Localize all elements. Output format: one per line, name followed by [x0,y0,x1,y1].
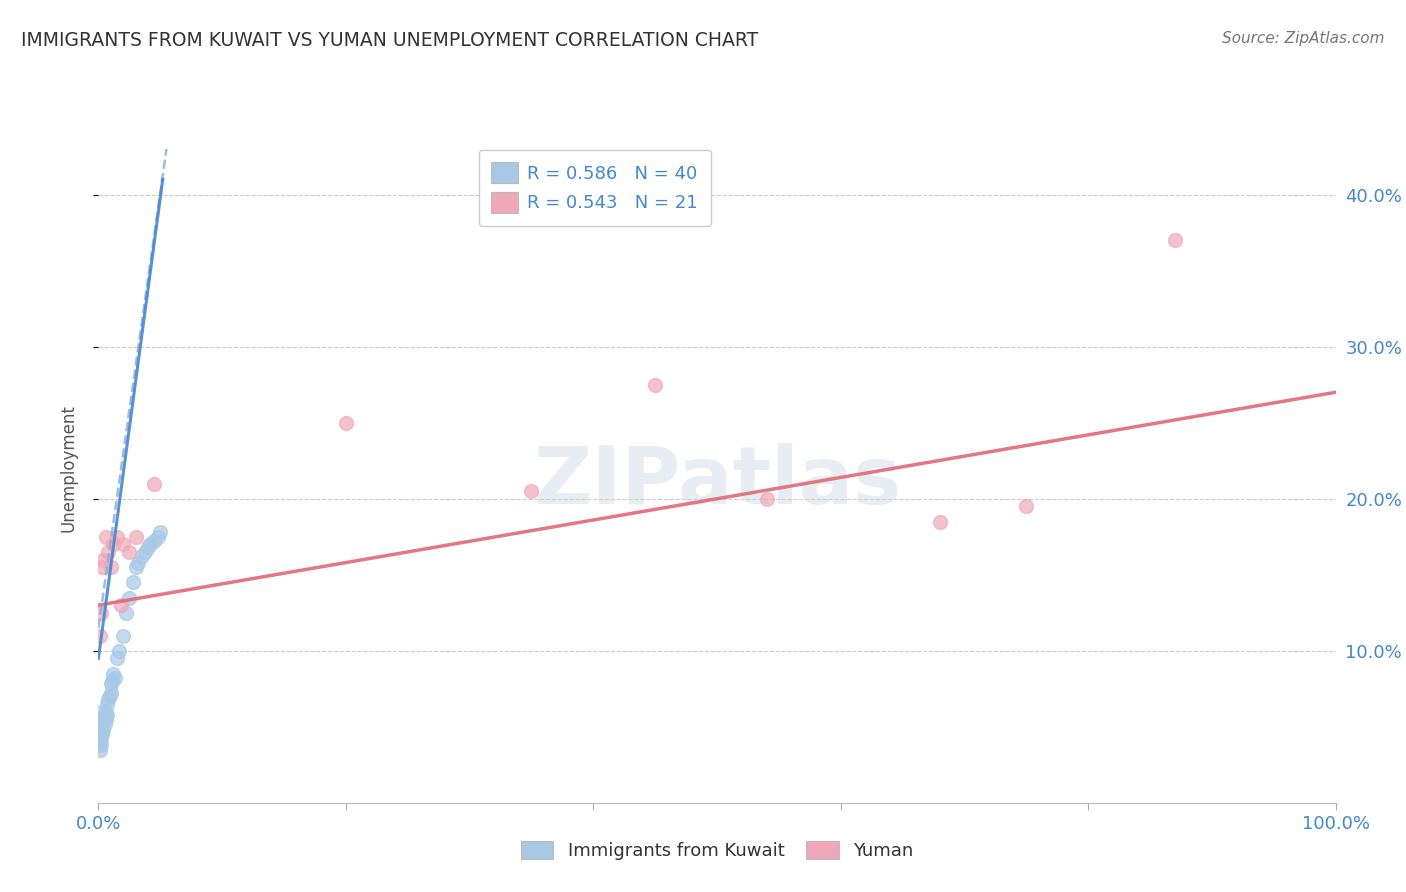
Point [139,537,162,551]
Point [97,545,120,559]
Point [112,628,135,642]
Text: IMMIGRANTS FROM KUWAIT VS YUMAN UNEMPLOYMENT CORRELATION CHART: IMMIGRANTS FROM KUWAIT VS YUMAN UNEMPLOY… [21,31,758,50]
Point [100,560,122,574]
Point [143,476,166,491]
Point [93,707,115,722]
Point [124,560,146,574]
Point [644,377,666,392]
Point [89,628,111,642]
Point [755,491,778,506]
Point [91,720,114,734]
Point [89,742,111,756]
Point [94,530,117,544]
Point [93,716,115,731]
Point [335,416,357,430]
Point [103,671,125,685]
Text: ZIPatlas: ZIPatlas [533,442,901,521]
Point [146,530,169,544]
Point [93,712,115,726]
Point [100,686,122,700]
Point [105,530,128,544]
Legend: Immigrants from Kuwait, Yuman: Immigrants from Kuwait, Yuman [513,833,921,867]
Point [103,666,125,681]
Point [94,712,117,726]
Point [90,738,112,752]
Point [93,552,115,566]
Point [1015,500,1038,514]
Point [91,727,114,741]
Point [96,697,118,711]
Point [520,484,543,499]
Point [108,644,131,658]
Text: Source: ZipAtlas.com: Source: ZipAtlas.com [1222,31,1385,46]
Point [110,598,132,612]
Point [90,731,112,746]
Point [98,690,121,704]
Point [91,560,114,574]
Point [90,720,112,734]
Point [122,575,145,590]
Point [143,534,166,549]
Point [103,537,125,551]
Point [89,735,111,749]
Point [131,549,153,564]
Point [124,530,146,544]
Point [149,525,172,540]
Point [101,674,124,689]
Point [112,537,135,551]
Y-axis label: Unemployment: Unemployment [59,404,77,533]
Point [118,591,141,605]
Point [94,705,117,719]
Point [91,705,114,719]
Point [89,727,111,741]
Point [127,556,149,570]
Point [118,545,141,559]
Point [928,515,950,529]
Point [97,692,120,706]
Point [136,541,159,555]
Point [90,712,112,726]
Point [134,545,156,559]
Point [96,707,118,722]
Point [105,651,128,665]
Point [90,606,112,620]
Point [100,677,122,691]
Point [1164,233,1187,247]
Point [114,606,136,620]
Point [93,723,115,737]
